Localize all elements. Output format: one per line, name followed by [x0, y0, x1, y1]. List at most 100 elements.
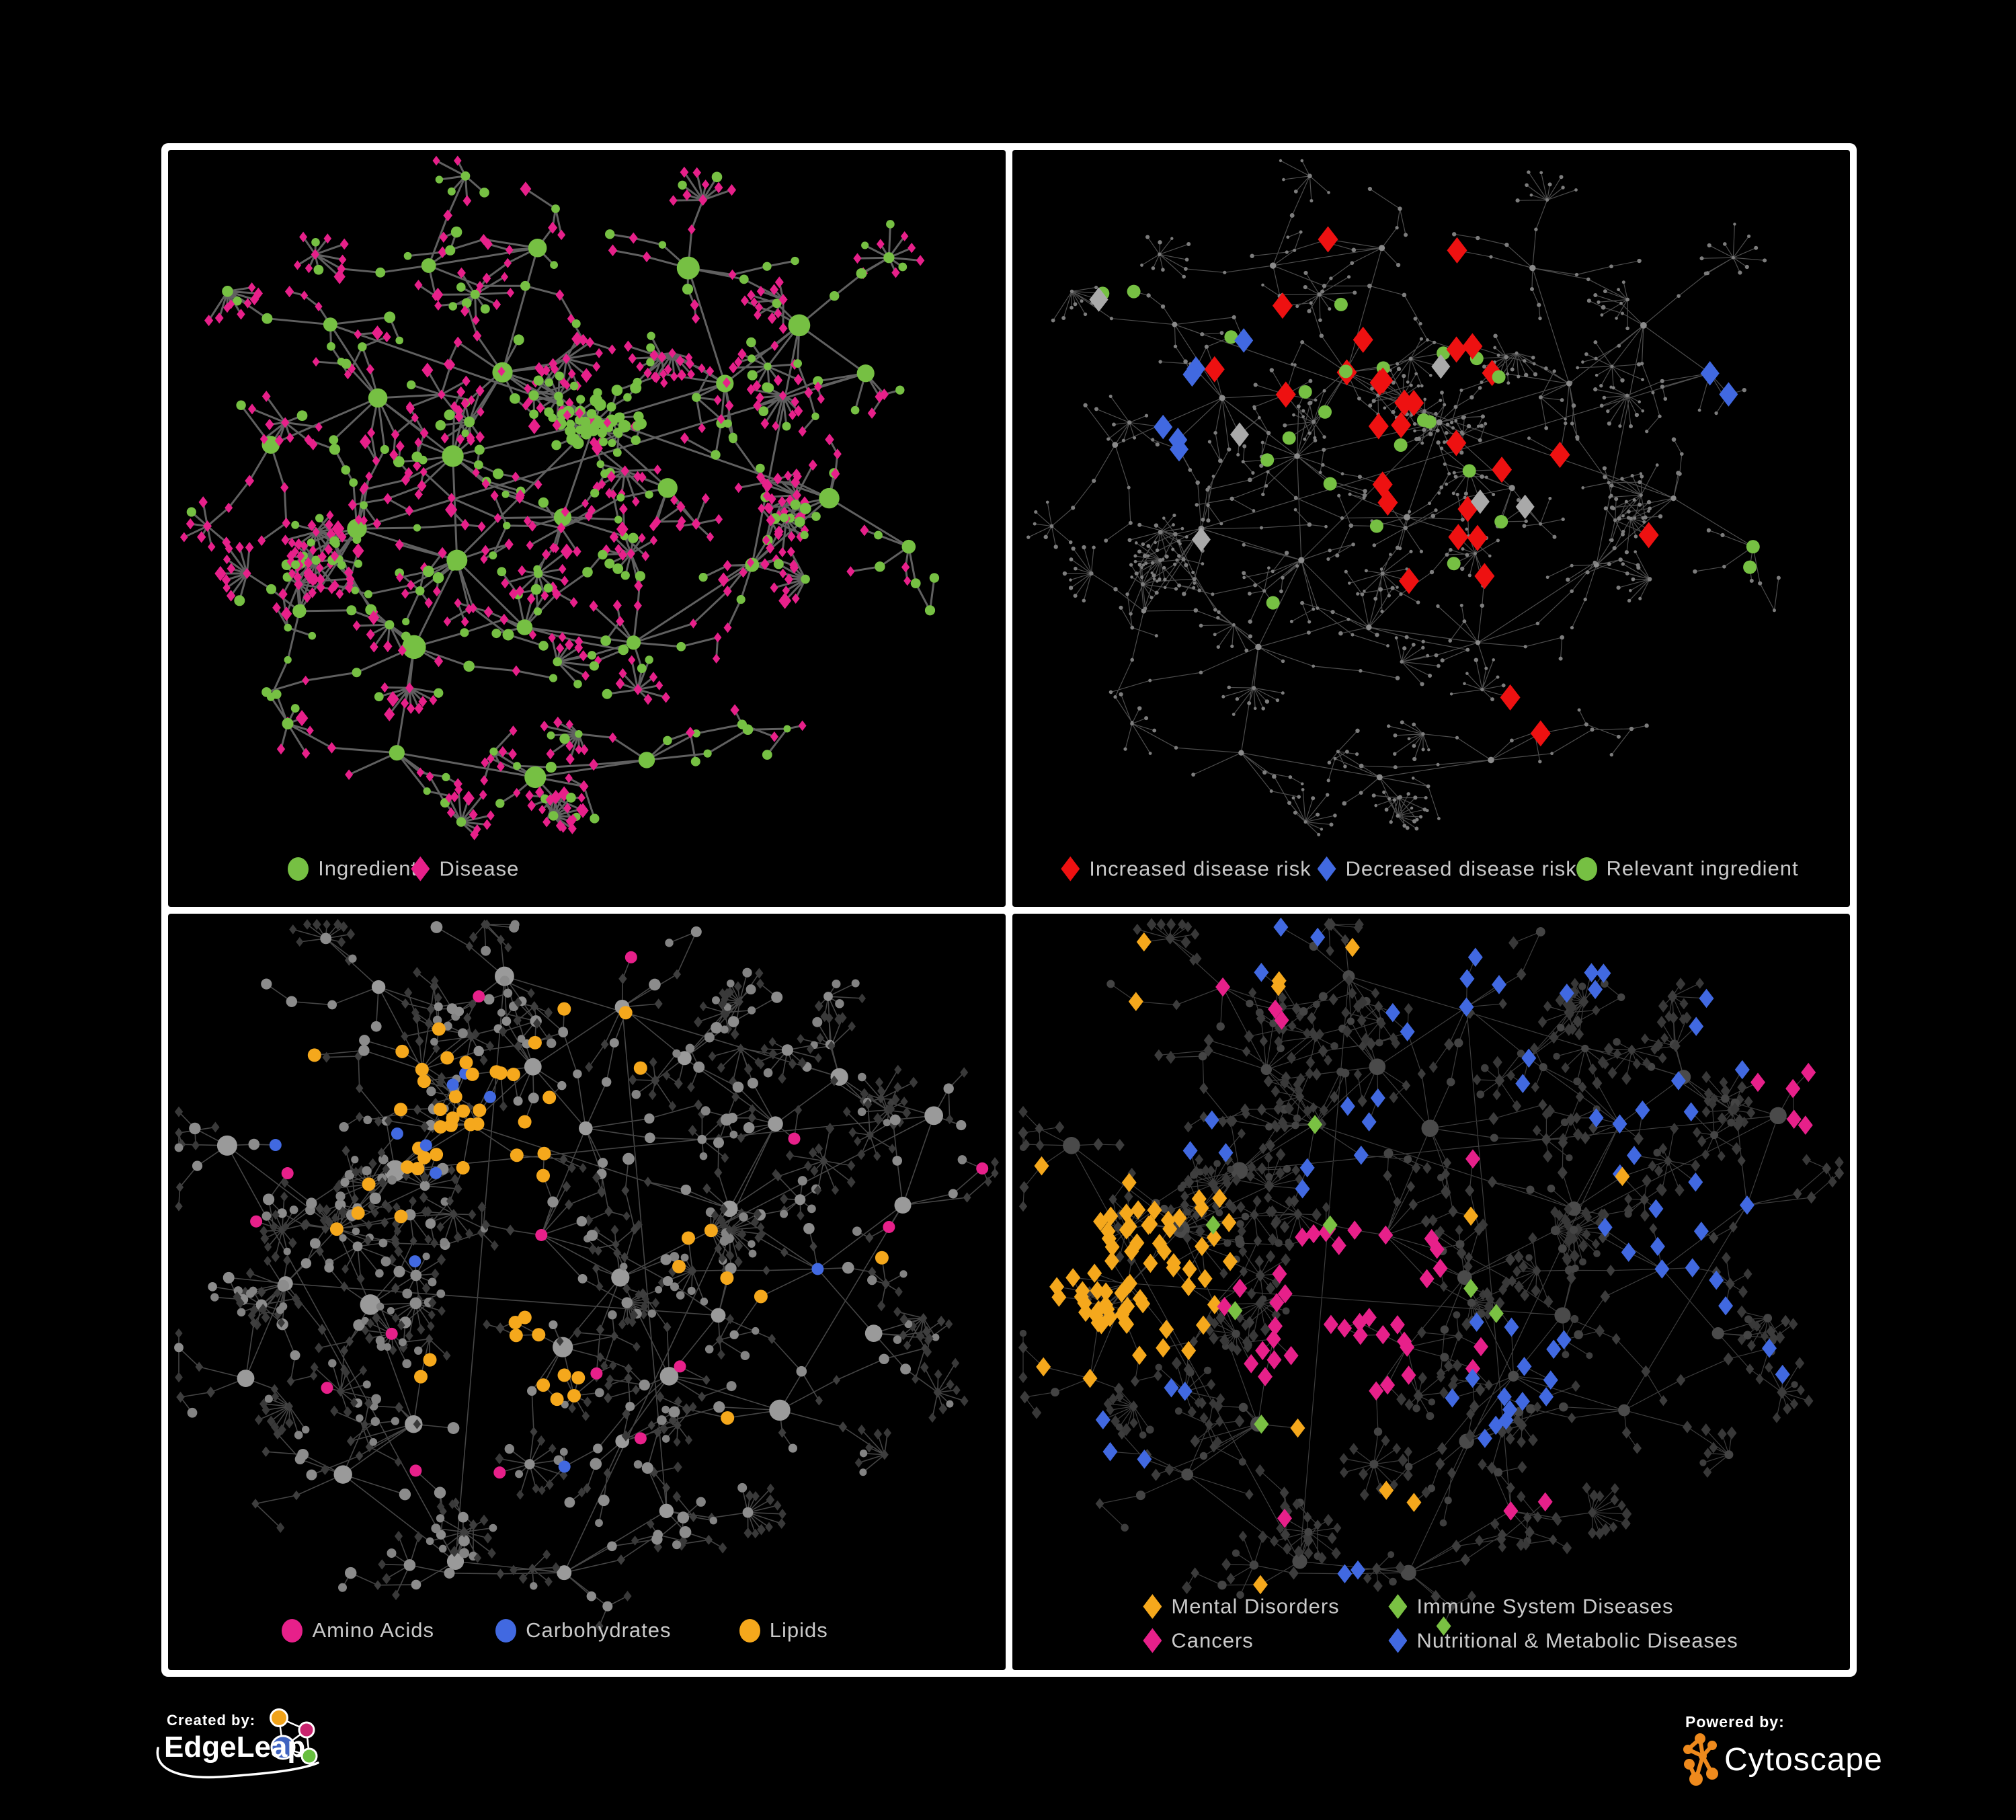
- highlighted-network-node-diamond: [1310, 927, 1326, 947]
- network-node-diamond: [280, 606, 292, 621]
- network-node-diamond: [873, 1150, 881, 1161]
- network-node-diamond: [479, 1514, 489, 1526]
- network-node-circle: [1178, 542, 1182, 546]
- network-node-circle: [1445, 482, 1449, 486]
- network-node-circle: [622, 1152, 635, 1165]
- network-node-diamond: [881, 1449, 889, 1460]
- network-node-circle: [788, 314, 811, 337]
- network-node-circle: [856, 364, 875, 383]
- network-node-diamond: [546, 748, 555, 760]
- network-node-circle: [1345, 750, 1349, 754]
- network-node-circle: [1544, 426, 1549, 430]
- network-node-circle: [762, 262, 772, 271]
- network-node-diamond: [1496, 1532, 1506, 1545]
- network-node-diamond: [848, 1021, 856, 1031]
- network-node-diamond: [1454, 1330, 1463, 1341]
- network-node-circle: [1465, 527, 1469, 531]
- network-node-circle: [327, 342, 335, 351]
- highlighted-network-node-diamond: [1087, 1263, 1102, 1283]
- network-node-diamond: [1293, 1078, 1301, 1090]
- network-node-diamond: [337, 531, 347, 543]
- highlighted-network-node-diamond: [1670, 1070, 1686, 1091]
- network-node-diamond: [1303, 1027, 1312, 1039]
- network-node-diamond: [1127, 1167, 1136, 1179]
- network-node-diamond: [1035, 1139, 1045, 1151]
- network-node-circle: [651, 1533, 663, 1545]
- network-node-circle: [723, 1002, 731, 1011]
- network-node-circle: [1638, 502, 1642, 507]
- network-node-circle: [1535, 621, 1540, 625]
- network-node-circle: [1272, 774, 1277, 779]
- network-node-circle: [1415, 818, 1419, 822]
- network-node-diamond: [1371, 1562, 1381, 1575]
- network-node-diamond: [770, 340, 779, 352]
- network-node-diamond: [481, 757, 489, 768]
- network-node-circle: [1134, 571, 1139, 576]
- network-node-circle: [290, 704, 300, 713]
- network-node-diamond: [895, 1286, 903, 1297]
- network-node-circle: [411, 1579, 421, 1589]
- highlighted-network-node-diamond: [1477, 1428, 1492, 1448]
- network-node-circle: [340, 1177, 350, 1187]
- network-node-circle: [1292, 413, 1295, 417]
- network-node-diamond: [1709, 1231, 1719, 1244]
- highlighted-network-node-circle: [269, 1138, 282, 1151]
- network-node-circle: [1150, 571, 1154, 575]
- highlighted-network-node-circle: [536, 1169, 550, 1183]
- network-node-diamond: [1428, 1214, 1438, 1226]
- network-node-diamond: [322, 1052, 331, 1063]
- network-node-circle: [461, 298, 472, 308]
- network-node-diamond: [558, 632, 567, 643]
- network-node-circle: [436, 1289, 446, 1298]
- network-node-diamond: [608, 244, 618, 257]
- network-node-diamond: [1456, 1246, 1467, 1259]
- highlighted-network-node-circle: [1127, 284, 1141, 299]
- network-node-diamond: [460, 518, 470, 531]
- network-node-diamond: [1557, 1165, 1568, 1179]
- network-node-diamond: [237, 309, 245, 320]
- network-node-circle: [1517, 374, 1521, 379]
- network-node-diamond: [1359, 1488, 1369, 1501]
- network-node-diamond: [908, 242, 916, 253]
- network-node-circle: [1416, 600, 1420, 604]
- network-node-circle: [1573, 1076, 1582, 1085]
- network-node-diamond: [1513, 1265, 1521, 1277]
- network-node-circle: [520, 280, 530, 291]
- network-node-circle: [1175, 558, 1179, 562]
- network-node-diamond: [784, 573, 793, 586]
- network-node-diamond: [592, 1263, 600, 1273]
- network-node-circle: [830, 291, 840, 301]
- network-node-circle: [1663, 397, 1668, 401]
- network-node-diamond: [692, 313, 700, 324]
- network-node-diamond: [1031, 1406, 1042, 1419]
- network-node-circle: [1375, 633, 1379, 637]
- network-node-diamond: [886, 1103, 895, 1115]
- network-node-diamond: [1421, 1486, 1431, 1499]
- network-node-diamond: [1488, 1111, 1499, 1125]
- network-node-diamond: [1777, 1385, 1787, 1399]
- network-node-circle: [1532, 362, 1536, 366]
- network-node-diamond: [701, 493, 710, 504]
- network-node-circle: [1073, 302, 1078, 307]
- network-node-diamond: [1455, 1224, 1463, 1235]
- network-node-diamond: [534, 362, 544, 374]
- network-node-circle: [797, 1175, 807, 1185]
- network-node-circle: [661, 1405, 670, 1413]
- highlighted-network-node-diamond: [1340, 1096, 1355, 1116]
- highlighted-network-node-diamond: [1162, 1218, 1178, 1238]
- network-node-circle: [1253, 383, 1258, 387]
- network-node-circle: [1197, 588, 1202, 593]
- highlighted-network-node-diamond: [1182, 1140, 1198, 1160]
- network-node-circle: [419, 1180, 430, 1191]
- network-node-diamond: [271, 1251, 280, 1262]
- network-node-circle: [1493, 333, 1498, 338]
- network-node-diamond: [608, 732, 617, 744]
- network-node-circle: [898, 262, 908, 272]
- network-node-circle: [736, 595, 745, 604]
- network-node-circle: [1206, 518, 1211, 523]
- network-node-circle: [851, 978, 860, 987]
- network-node-circle: [1617, 288, 1620, 292]
- network-node-circle: [1463, 491, 1468, 496]
- network-node-diamond: [1443, 1156, 1451, 1169]
- network-node-diamond: [734, 1256, 743, 1267]
